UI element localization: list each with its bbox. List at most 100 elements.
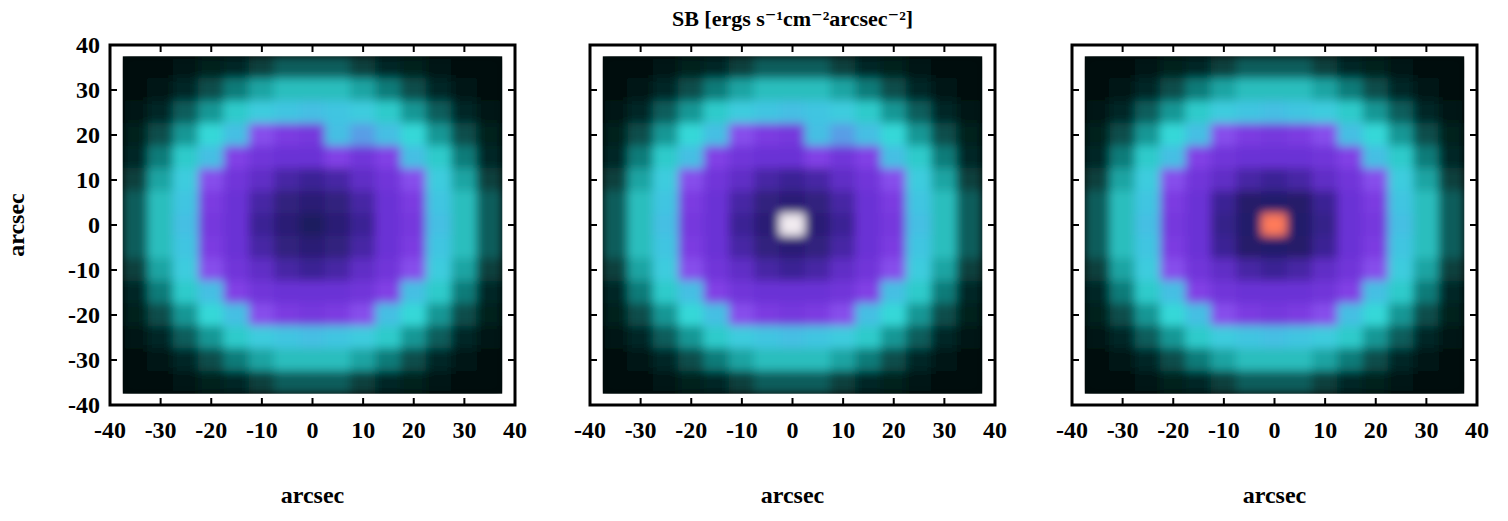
y-tick	[1072, 359, 1079, 361]
cell	[451, 326, 477, 350]
cell	[1439, 326, 1465, 350]
cell	[1135, 123, 1161, 147]
cell	[401, 326, 427, 350]
cell	[1287, 326, 1313, 350]
x-tick	[893, 45, 895, 52]
cell	[147, 281, 173, 305]
cell	[957, 258, 983, 282]
cell	[325, 56, 351, 79]
cell	[653, 168, 679, 192]
cell	[1439, 371, 1465, 394]
cell	[627, 191, 653, 215]
cell	[1413, 213, 1439, 237]
x-tick	[1172, 398, 1174, 405]
cell	[678, 303, 704, 327]
cell	[653, 371, 679, 394]
cell	[830, 56, 856, 79]
cell	[325, 168, 351, 192]
cell	[1211, 191, 1237, 215]
cell	[881, 191, 907, 215]
cell	[1363, 303, 1389, 327]
cell	[1135, 348, 1161, 372]
cell	[1261, 56, 1287, 79]
cell	[957, 213, 983, 237]
cell	[1388, 168, 1414, 192]
x-tick-label: -40	[1056, 417, 1088, 443]
cell	[855, 258, 881, 282]
cell	[957, 236, 983, 260]
cell	[401, 303, 427, 327]
cell	[123, 371, 149, 394]
cell	[754, 56, 780, 79]
y-tick-label: -40	[68, 392, 100, 418]
cell	[249, 371, 275, 394]
cell	[123, 213, 149, 237]
x-tick-label: 30	[932, 417, 956, 443]
cell	[477, 371, 503, 394]
cell	[1135, 371, 1161, 394]
cell	[198, 371, 224, 394]
cell	[123, 56, 149, 79]
cell	[1312, 168, 1338, 192]
cell	[426, 326, 452, 350]
figure: -40-30-20-10010203040-40-30-20-100102030…	[0, 0, 1508, 521]
cell	[603, 191, 629, 215]
cell	[1109, 281, 1135, 305]
cell	[653, 326, 679, 350]
x-tick-label: -10	[246, 417, 278, 443]
cell	[401, 213, 427, 237]
x-tick	[1375, 45, 1377, 52]
cell	[805, 101, 831, 125]
cell	[957, 123, 983, 147]
cell	[881, 348, 907, 372]
cell	[906, 168, 932, 192]
cell	[477, 56, 503, 79]
cell	[931, 371, 957, 394]
cell	[1160, 236, 1186, 260]
cell	[375, 123, 401, 147]
cell	[1109, 303, 1135, 327]
cell	[1287, 101, 1313, 125]
cell	[1337, 281, 1363, 305]
cell	[603, 326, 629, 350]
y-axis-title: arcsec	[3, 193, 29, 257]
x-tick-label: 20	[882, 417, 906, 443]
cell	[881, 213, 907, 237]
x-tick	[994, 398, 996, 405]
cell	[1261, 371, 1287, 394]
cell	[881, 303, 907, 327]
x-tick	[514, 45, 516, 52]
cell	[325, 258, 351, 282]
cell	[1388, 191, 1414, 215]
cell	[223, 56, 249, 79]
cell	[1135, 281, 1161, 305]
x-tick	[589, 398, 591, 405]
cell	[653, 56, 679, 79]
cell	[1363, 168, 1389, 192]
cell	[1211, 236, 1237, 260]
cell	[198, 56, 224, 79]
y-tick-label: 40	[76, 32, 100, 58]
cell	[1236, 281, 1262, 305]
x-tick	[413, 45, 415, 52]
cell	[830, 191, 856, 215]
cell	[805, 236, 831, 260]
cell	[1236, 236, 1262, 260]
cell	[350, 168, 376, 192]
cell	[1337, 213, 1363, 237]
cell	[1261, 236, 1287, 260]
cell	[1439, 123, 1465, 147]
cell	[350, 303, 376, 327]
cell	[401, 371, 427, 394]
cell	[1085, 123, 1111, 147]
cell	[754, 258, 780, 282]
cell	[627, 168, 653, 192]
x-tick	[362, 398, 364, 405]
cell	[754, 101, 780, 125]
cell	[678, 258, 704, 282]
y-tick	[1072, 314, 1079, 316]
cell	[198, 191, 224, 215]
cell	[779, 236, 805, 260]
cell	[855, 146, 881, 170]
x-tick	[463, 45, 465, 52]
